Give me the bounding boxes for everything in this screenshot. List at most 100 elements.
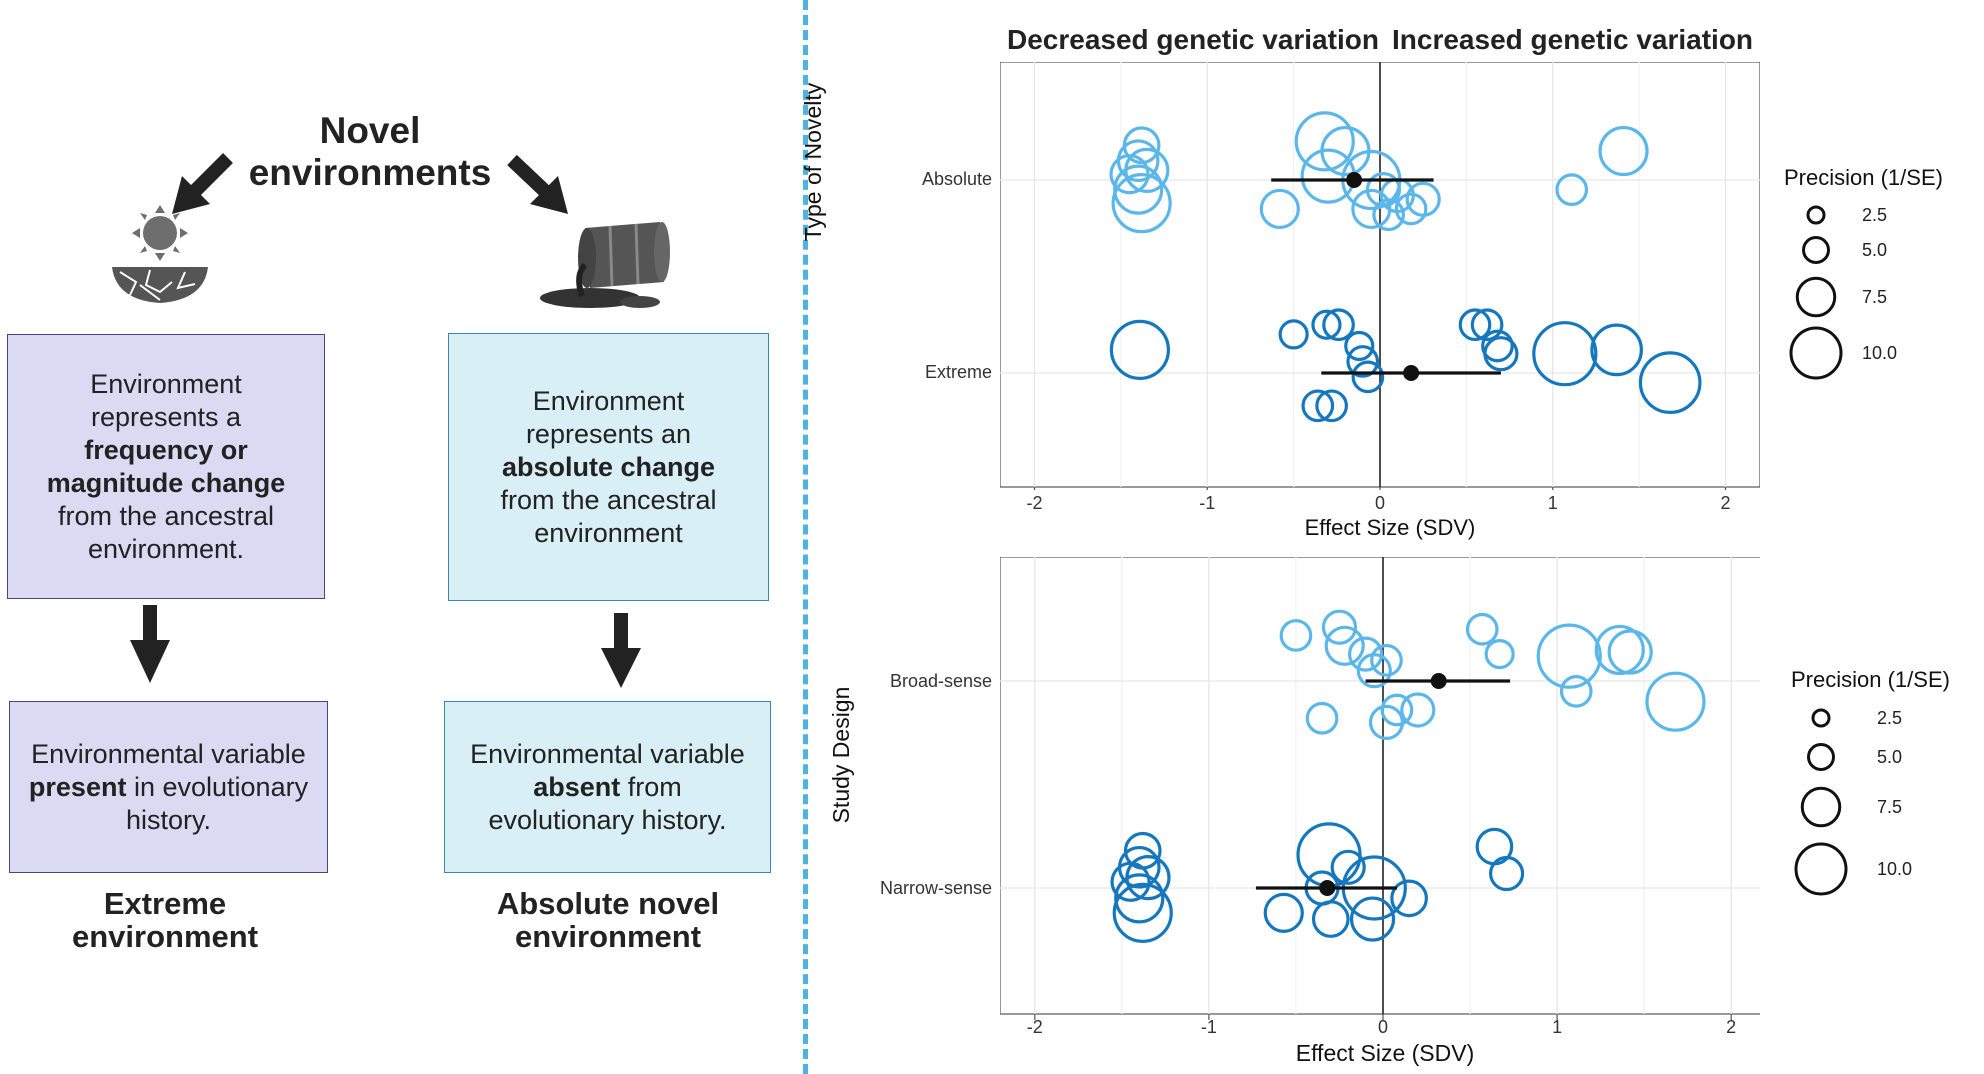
- effect-point: [1638, 351, 1702, 414]
- legend-size-circle: [1802, 236, 1830, 264]
- legend-size-circle: [1794, 842, 1848, 896]
- effect-point: [1400, 692, 1436, 728]
- diagram-title: Novel environments: [248, 110, 492, 193]
- x-tick-label: 1: [1547, 493, 1558, 513]
- extreme-history-post: in evolutionary history.: [125, 771, 309, 835]
- effect-point: [1315, 389, 1348, 423]
- legend-size-label: 7.5: [1862, 287, 1887, 307]
- xlabel-effect-size-1: Effect Size (SDV): [1304, 515, 1476, 540]
- extreme-history-pre: Environmental variable: [31, 738, 306, 769]
- mean-point: [1346, 172, 1363, 188]
- caption-absolute: Absolute novel environment: [496, 886, 720, 954]
- effect-point: [1311, 309, 1342, 340]
- forest-plot-design: [1000, 557, 1760, 1020]
- effect-point: [1351, 360, 1385, 394]
- absolute-box-line2: represents an: [525, 418, 692, 449]
- extreme-history-bold: present: [28, 771, 127, 802]
- extreme-box-line4: environment.: [87, 533, 245, 564]
- effect-point: [1370, 643, 1403, 677]
- caption-extreme: Extreme environment: [71, 886, 259, 954]
- legend-size-circle: [1789, 326, 1843, 380]
- effect-point: [1607, 629, 1653, 675]
- absolute-box-line3: from the ancestral: [500, 484, 717, 515]
- effect-point: [1598, 125, 1649, 177]
- arrow-right-diagonal: [507, 154, 568, 214]
- effect-point: [1594, 624, 1645, 676]
- effect-point: [1321, 609, 1358, 645]
- x-tick-label: 2: [1720, 493, 1731, 513]
- effect-point: [1349, 896, 1396, 942]
- arrow-left-diagonal: [172, 153, 233, 214]
- legend-size-label: 2.5: [1877, 708, 1902, 728]
- ytick-extreme: Extreme: [924, 362, 992, 382]
- effect-point: [1590, 323, 1643, 377]
- legend-size-label: 7.5: [1877, 797, 1902, 817]
- effect-point: [1465, 612, 1499, 646]
- absolute-history-bold: absent: [533, 771, 621, 802]
- ytick-absolute: Absolute: [921, 169, 992, 189]
- absolute-definition-box: Environment represents an absolute chang…: [448, 333, 769, 601]
- sun-icon: [132, 205, 188, 261]
- extreme-history-box: Environmental variable present in evolut…: [9, 701, 328, 873]
- effect-point: [1322, 308, 1355, 342]
- effect-point: [1484, 638, 1515, 670]
- effect-point: [1344, 330, 1375, 362]
- extreme-box-line2: represents a: [90, 401, 242, 432]
- extreme-definition-box: Environment represents a frequency or ma…: [7, 334, 325, 599]
- legend-size-label: 10.0: [1877, 859, 1912, 879]
- legend-title-1: Precision (1/SE): [1784, 165, 1943, 190]
- x-tick-label: 0: [1377, 1017, 1388, 1037]
- effect-point: [1481, 329, 1514, 363]
- effect-point: [1114, 873, 1165, 924]
- xlabel-effect-size-2: Effect Size (SDV): [1295, 1040, 1475, 1066]
- legend-size-label: 10.0: [1862, 343, 1897, 363]
- effect-point: [1278, 319, 1309, 350]
- legend-size-label: 2.5: [1862, 205, 1887, 225]
- legend-size-label: 5.0: [1877, 747, 1902, 767]
- effect-point: [1483, 336, 1519, 372]
- legend-sizes-2: 2.5 5.0 7.5 10.0: [1794, 708, 1912, 896]
- oil-barrel-icon: [540, 222, 670, 308]
- effect-point: [1112, 882, 1173, 943]
- effect-point: [1279, 619, 1313, 652]
- ytick-narrow-sense: Narrow-sense: [879, 878, 992, 898]
- legend-title-2: Precision (1/SE): [1791, 667, 1950, 692]
- effect-point: [1330, 849, 1366, 885]
- effect-point: [1111, 173, 1172, 234]
- x-tick-label: 1: [1552, 1017, 1563, 1037]
- effect-point: [1294, 111, 1355, 172]
- effect-point: [1489, 855, 1525, 892]
- plot-panel: [1000, 557, 1760, 1015]
- diagram-graphics: [112, 153, 670, 688]
- effect-point: [1458, 308, 1492, 342]
- effect-point: [1346, 345, 1380, 378]
- effect-point: [1536, 623, 1602, 689]
- mean-point: [1403, 365, 1420, 381]
- effect-point: [1109, 319, 1171, 380]
- effect-point: [1305, 701, 1339, 735]
- effect-point: [1470, 308, 1504, 342]
- absolute-history-box: Environmental variable absent from evolu…: [444, 701, 771, 873]
- label-increased: Increased genetic variation: [1392, 24, 1754, 55]
- ytick-broad-sense: Broad-sense: [889, 671, 992, 691]
- absolute-history-pre: Environmental variable: [470, 738, 745, 769]
- legend-size-circle: [1795, 276, 1837, 318]
- extreme-box-bold: frequency or magnitude change: [46, 434, 286, 498]
- x-tick-label: -1: [1200, 1017, 1217, 1037]
- absolute-box-line4: environment: [534, 517, 683, 548]
- effect-point: [1259, 188, 1300, 230]
- legend-size-circle: [1811, 708, 1831, 728]
- effect-point: [1356, 653, 1392, 689]
- legend-size-circle: [1800, 786, 1842, 828]
- x-tick-label: 0: [1374, 493, 1385, 513]
- forest-plot-novelty: [1000, 62, 1760, 490]
- x-tick-label: 2: [1726, 1017, 1737, 1037]
- effect-point: [1559, 675, 1593, 708]
- effect-point: [1263, 892, 1304, 933]
- effect-point: [1645, 671, 1706, 732]
- effect-point: [1380, 693, 1414, 727]
- effect-point: [1347, 636, 1384, 672]
- x-tick-label: -2: [1026, 493, 1043, 513]
- extreme-box-line3: from the ancestral: [57, 500, 275, 531]
- label-decreased: Decreased genetic variation: [1007, 24, 1379, 55]
